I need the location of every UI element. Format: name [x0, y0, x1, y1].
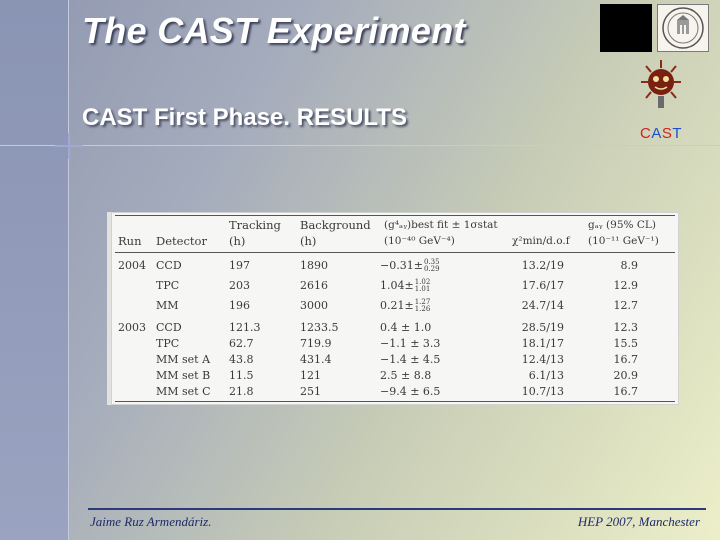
header-g-unit: (10⁻¹¹ GeV⁻¹)	[588, 235, 659, 247]
fit-value: 0.21	[380, 299, 405, 312]
header-background: Background	[300, 218, 371, 232]
results-table: Tracking Background (g⁴ₐᵧ)best fit ± 1σs…	[111, 212, 679, 405]
cell-g: 8.9	[620, 259, 639, 272]
cell-g: 16.7	[613, 385, 639, 398]
cell-tracking: 21.8	[229, 385, 254, 398]
slide-subtitle: CAST First Phase. RESULTS	[82, 104, 407, 131]
cell-fit: 0.21± 1.27 1.26	[380, 299, 430, 313]
black-logo-box	[600, 4, 652, 52]
cell-fit: 0.4 ± 1.0	[380, 321, 432, 334]
cast-letter-c: C	[640, 125, 652, 142]
fit-error-up: 0.35	[423, 258, 440, 266]
cell-chi: 17.6/17	[521, 279, 564, 292]
fit-error-down: 1.26	[414, 305, 431, 313]
cell-fit: −9.4 ± 6.5	[380, 385, 441, 398]
cell-background: 719.9	[300, 337, 332, 350]
cell-tracking: 196	[229, 299, 250, 312]
plus-minus-sign: ±	[404, 299, 414, 312]
cell-g: 12.7	[613, 299, 639, 312]
header-tracking: Tracking	[229, 218, 281, 232]
fit-asym-error: 0.35 0.29	[424, 259, 440, 273]
cell-detector: MM	[156, 299, 179, 312]
fit-asym-error: 1.27 1.26	[415, 299, 431, 313]
cell-background: 121	[300, 369, 321, 382]
cell-fit: 2.5 ± 8.8	[380, 369, 432, 382]
cell-g: 20.9	[613, 369, 639, 382]
cell-detector: CCD	[156, 259, 182, 272]
table-header-rule	[115, 252, 675, 253]
cell-fit: −0.31± 0.35 0.29	[380, 259, 440, 273]
cell-g: 12.3	[613, 321, 639, 334]
header-tracking-unit: (h)	[229, 234, 246, 248]
cell-g: 15.5	[613, 337, 639, 350]
fit-error-up: 1.02	[414, 278, 431, 286]
header-chi: χ²min/d.o.f	[512, 235, 570, 247]
cell-chi: 28.5/19	[521, 321, 564, 334]
cell-tracking: 43.8	[229, 353, 254, 366]
cell-background: 1890	[300, 259, 328, 272]
fit-error-down: 0.29	[423, 265, 440, 273]
cell-g: 16.7	[613, 353, 639, 366]
cell-detector: TPC	[156, 337, 180, 350]
cell-fit: −1.1 ± 3.3	[380, 337, 441, 350]
cell-background: 431.4	[300, 353, 332, 366]
plus-minus-sign: ±	[413, 259, 423, 272]
cell-tracking: 62.7	[229, 337, 254, 350]
cast-letter-s: S	[661, 125, 673, 142]
cell-detector: TPC	[156, 279, 180, 292]
header-fit-unit: (10⁻⁴⁰ GeV⁻⁴)	[384, 235, 455, 247]
cell-fit: −1.4 ± 4.5	[380, 353, 441, 366]
vertical-divider	[68, 0, 69, 540]
footer-rule	[88, 508, 706, 510]
slide-title: The CAST Experiment	[82, 10, 466, 51]
cell-g: 12.9	[613, 279, 639, 292]
cell-detector: MM set B	[156, 369, 211, 382]
cell-detector: CCD	[156, 321, 182, 334]
footer-author: Jaime Ruz Armendáriz.	[90, 514, 212, 529]
cast-logo-label: CAST	[640, 125, 682, 142]
header-detector: Detector	[156, 234, 207, 248]
cell-background: 2616	[300, 279, 328, 292]
table-top-rule	[115, 215, 675, 216]
fit-error-up: 1.27	[414, 298, 431, 306]
cell-background: 1233.5	[300, 321, 339, 334]
cell-chi: 18.1/17	[521, 337, 564, 350]
cell-tracking: 121.3	[229, 321, 261, 334]
cell-tracking: 203	[229, 279, 250, 292]
fit-value: 1.04	[380, 279, 405, 292]
header-background-unit: (h)	[300, 234, 317, 248]
left-band	[0, 0, 68, 540]
header-fit: (g⁴ₐᵧ)best fit ± 1σstat	[384, 219, 498, 231]
university-seal-logo	[657, 4, 709, 52]
cell-background: 3000	[300, 299, 328, 312]
cell-chi: 13.2/19	[521, 259, 564, 272]
cell-chi: 10.7/13	[521, 385, 564, 398]
cell-detector: MM set C	[156, 385, 211, 398]
cell-run: 2003	[118, 321, 146, 334]
cell-tracking: 197	[229, 259, 250, 272]
cell-chi: 24.7/14	[521, 299, 564, 312]
cell-detector: MM set A	[156, 353, 211, 366]
table-bottom-rule	[115, 401, 675, 402]
cell-background: 251	[300, 385, 321, 398]
cell-run: 2004	[118, 259, 146, 272]
header-run: Run	[118, 234, 142, 248]
footer-conference: HEP 2007, Manchester	[577, 514, 700, 529]
cell-fit: 1.04± 1.02 1.01	[380, 279, 430, 293]
header-g-top: gₐᵧ (95% CL)	[588, 219, 656, 231]
cast-letter-a: A	[651, 125, 662, 142]
cell-chi: 12.4/13	[521, 353, 564, 366]
cell-tracking: 11.5	[229, 369, 254, 382]
crosshair-vertical	[68, 133, 70, 159]
cell-chi: 6.1/13	[528, 369, 564, 382]
cast-letter-t: T	[672, 125, 683, 142]
plus-minus-sign: ±	[404, 279, 414, 292]
fit-value: −0.31	[380, 259, 414, 272]
fit-asym-error: 1.02 1.01	[415, 279, 431, 293]
fit-error-down: 1.01	[414, 285, 431, 293]
cast-sun-logo	[638, 58, 684, 112]
horizontal-divider	[0, 145, 720, 146]
